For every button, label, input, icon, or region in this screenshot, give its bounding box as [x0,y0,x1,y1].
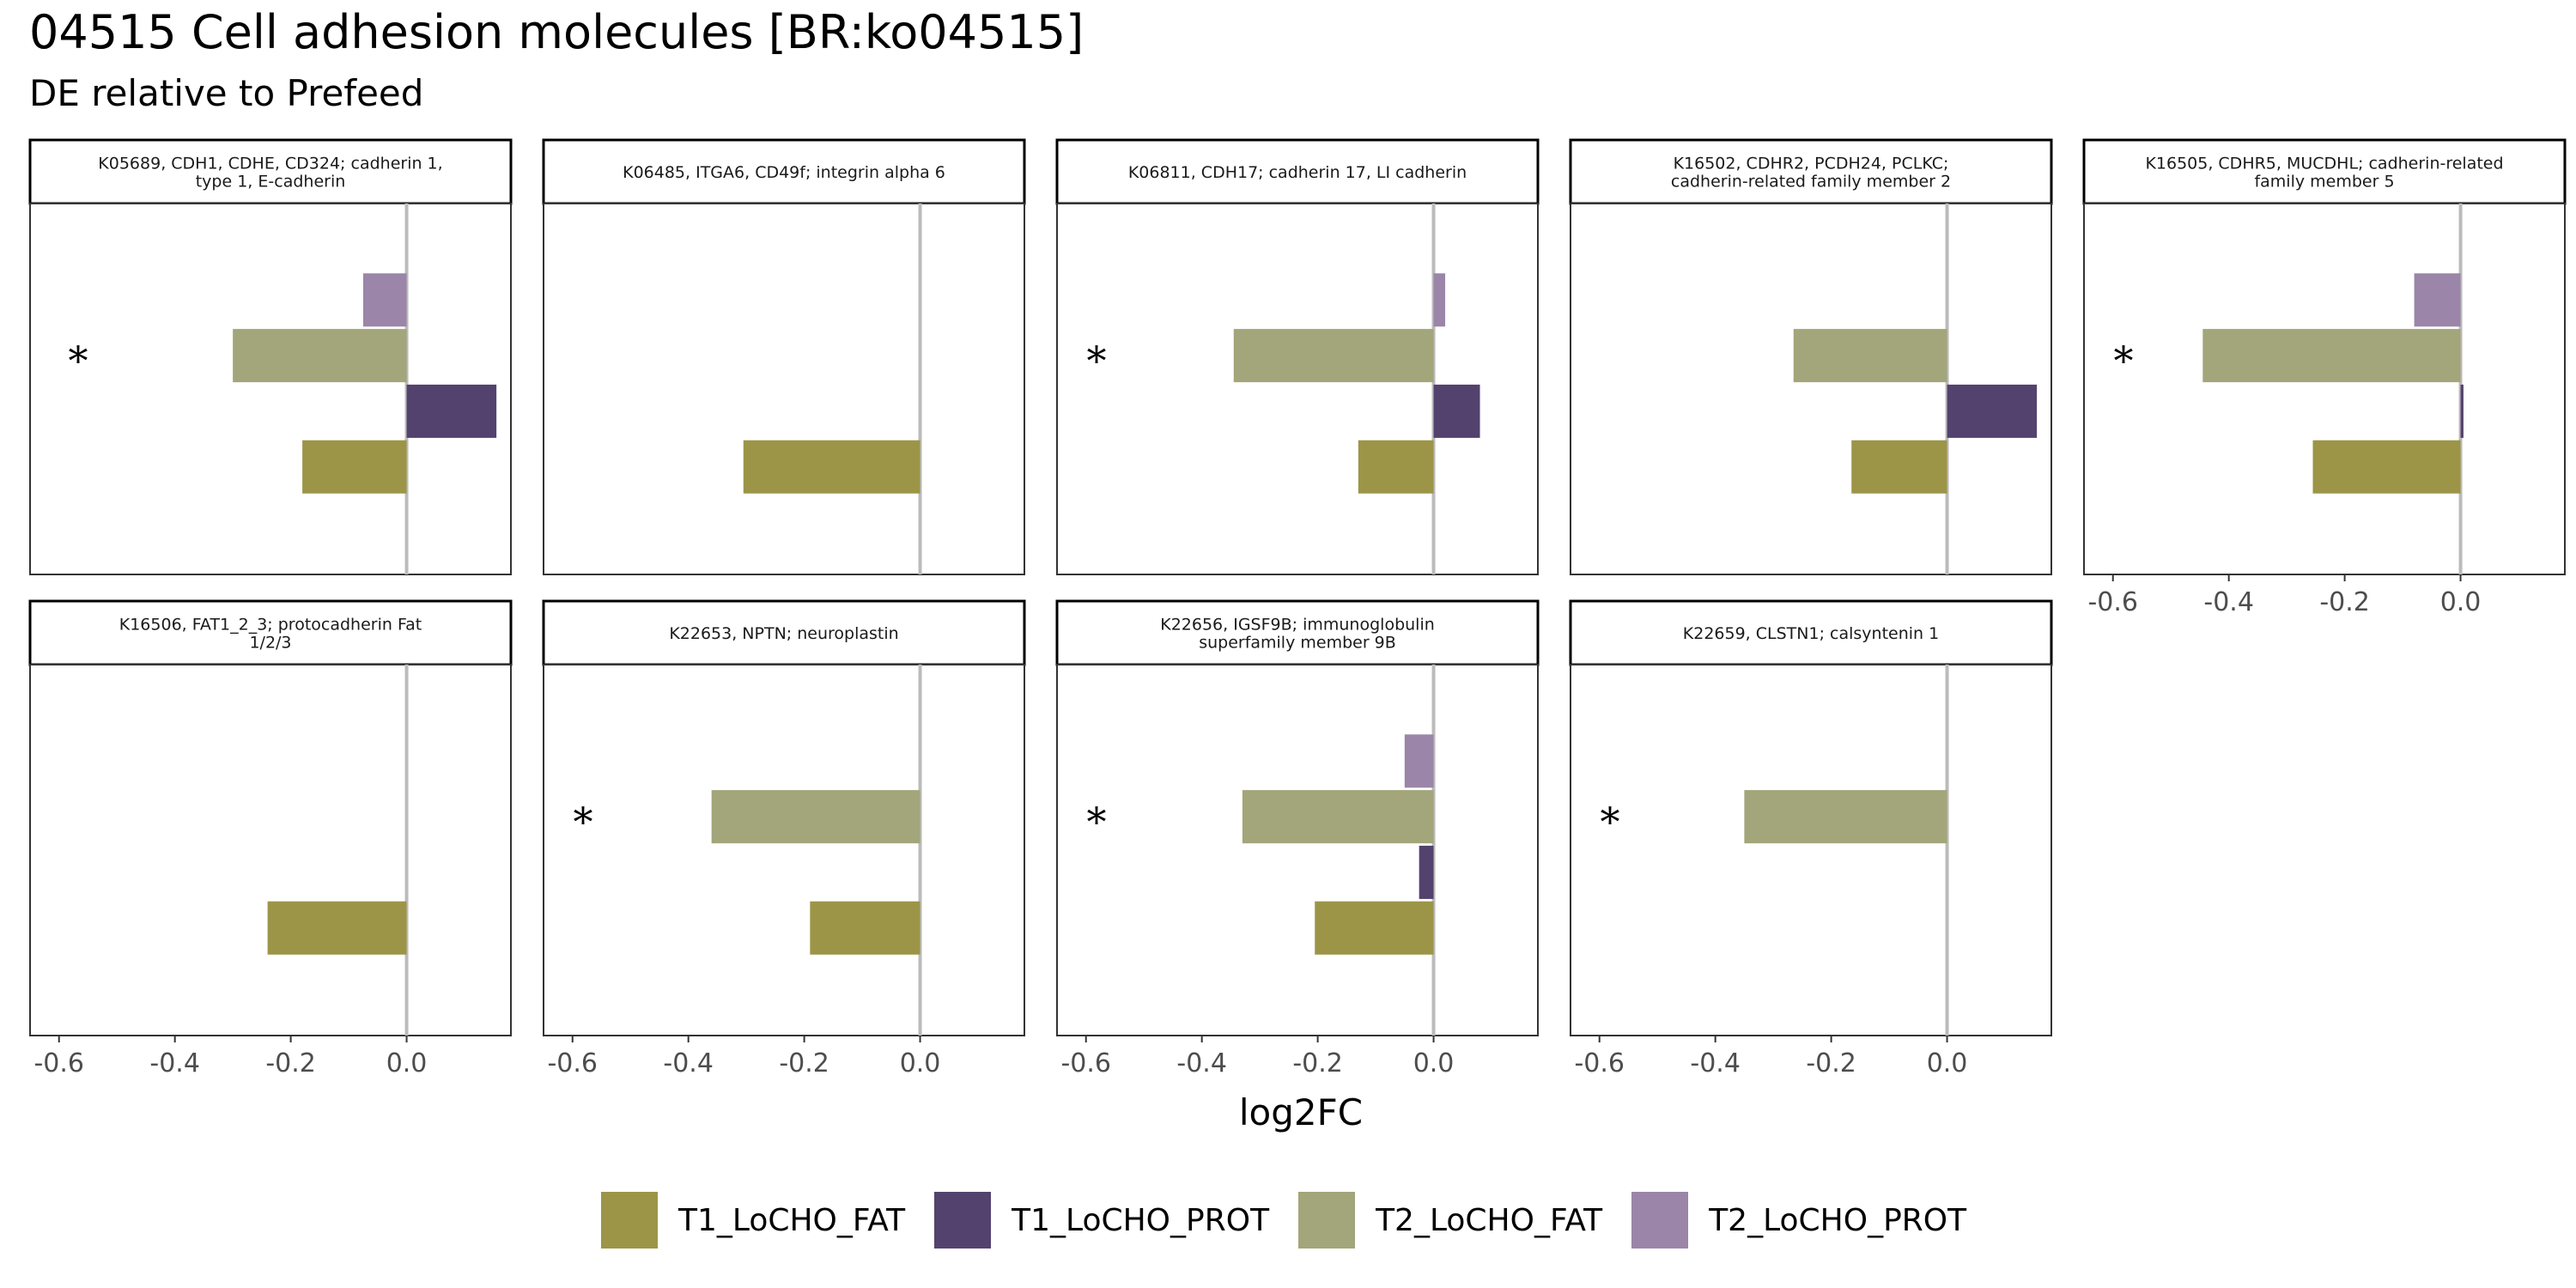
bar-t1-locho-fat [2312,440,2461,494]
chart-subtitle: DE relative to Prefeed [29,72,424,114]
facet-panel [1570,664,2052,1036]
bar-t1-locho-fat [1358,440,1434,494]
facet-panel [29,664,512,1036]
facet-strip-label: cadherin-related family member 2 [1671,173,1951,191]
facet-strip-label: K16506, FAT1_2_3; protocadherin Fat [119,616,422,635]
bar-t2-locho-fat [233,329,407,383]
x-tick-label: 0.0 [1413,1048,1455,1078]
x-tick-label: -0.6 [1574,1048,1625,1078]
legend-item: T1_LoCHO_FAT [601,1192,905,1249]
legend-key-swatch [934,1192,992,1249]
x-tick-label: -0.4 [149,1048,200,1078]
facet-strip-label: K22659, CLSTN1; calsyntenin 1 [1683,624,1939,643]
facet-strip-label: K16502, CDHR2, PCDH24, PCLKC; [1674,155,1949,173]
facet-strip-label: K16505, CDHR5, MUCDHL; cadherin-related [2145,155,2503,173]
bar-t1-locho-fat [1315,901,1434,955]
facet-bar-chart: K05689, CDH1, CDHE, CD324; cadherin 1,ty… [28,138,2567,1133]
bar-t2-locho-fat [1233,329,1434,383]
legend-key-swatch [1298,1192,1356,1249]
facet-strip-label: K22656, IGSF9B; immunoglobulin [1160,616,1435,635]
x-axis-title: log2FC [1239,1091,1363,1133]
facet-strip-label: K06485, ITGA6, CD49f; integrin alpha 6 [623,163,945,182]
bar-t1-locho-prot [406,384,497,438]
bar-t2-locho-fat [1744,790,1947,844]
facet-panel [1056,664,1539,1036]
bar-t1-locho-prot [1419,845,1434,899]
bar-t1-locho-fat [302,440,407,494]
bar-t2-locho-fat [1242,790,1434,844]
facet-strip [28,599,513,666]
bar-t2-locho-prot [362,273,407,327]
x-tick-label: -0.6 [547,1048,598,1078]
significance-marker: * [573,799,592,845]
bar-t1-locho-prot [2460,384,2464,438]
significance-marker: * [1086,799,1106,845]
x-tick-label: -0.4 [2203,587,2254,617]
legend-item: T1_LoCHO_PROT [934,1192,1269,1249]
bar-t2-locho-prot [1404,734,1434,788]
bar-t2-locho-prot [1433,273,1446,327]
facet-strip [1055,138,1540,205]
legend: T1_LoCHO_FAT T1_LoCHO_PROT T2_LoCHO_FAT T2_… [601,1192,1996,1249]
facet-panel [543,203,1025,575]
x-tick-label: 0.0 [1927,1048,1968,1078]
significance-marker: * [68,337,88,384]
x-tick-label: -0.2 [1806,1048,1856,1078]
x-tick-label: -0.2 [265,1048,316,1078]
facet-strip [1569,599,2053,666]
x-tick-label: -0.6 [1060,1048,1111,1078]
x-tick-label: -0.2 [779,1048,829,1078]
legend-label: T2_LoCHO_PROT [1709,1202,1967,1238]
bar-t1-locho-prot [1433,384,1480,438]
legend-key-swatch [1631,1192,1689,1249]
bar-t2-locho-fat [1793,329,1947,383]
bar-t1-locho-fat [267,901,407,955]
facet-panel [543,664,1025,1036]
facet-strip-label: 1/2/3 [249,634,291,653]
bar-t1-locho-prot [1947,384,2038,438]
x-tick-label: 0.0 [2440,587,2482,617]
x-tick-label: -0.6 [2087,587,2138,617]
x-tick-label: -0.6 [33,1048,84,1078]
x-tick-label: -0.4 [1176,1048,1227,1078]
legend-label: T1_LoCHO_PROT [1012,1202,1270,1238]
facet-strip [542,599,1026,666]
legend-key-swatch [601,1192,658,1249]
x-tick-label: -0.2 [1292,1048,1343,1078]
facet-strip-label: superfamily member 9B [1199,634,1396,653]
facet-strip-label: K05689, CDH1, CDHE, CD324; cadherin 1, [98,155,442,173]
bar-t1-locho-fat [810,901,920,955]
chart-title: 04515 Cell adhesion molecules [BR:ko0451… [29,5,1084,59]
x-tick-label: -0.4 [663,1048,714,1078]
legend-item: T2_LoCHO_PROT [1631,1192,1966,1249]
facet-strip-label: K22653, NPTN; neuroplastin [669,624,898,643]
significance-marker: * [2113,337,2133,384]
significance-marker: * [1600,799,1619,845]
bar-t2-locho-fat [711,790,920,844]
bar-t2-locho-prot [2414,273,2461,327]
facet-strip-label: K06811, CDH17; cadherin 17, LI cadherin [1128,163,1467,182]
x-tick-label: 0.0 [900,1048,941,1078]
legend-label: T2_LoCHO_FAT [1376,1202,1603,1238]
bar-t1-locho-fat [1851,440,1947,494]
x-tick-label: 0.0 [386,1048,428,1078]
legend-label: T1_LoCHO_FAT [678,1202,906,1238]
x-tick-label: -0.2 [2319,587,2370,617]
legend-item: T2_LoCHO_FAT [1298,1192,1602,1249]
significance-marker: * [1086,337,1106,384]
facet-strip [542,138,1026,205]
facet-strip-label: family member 5 [2254,173,2394,191]
facet-strip-label: type 1, E-cadherin [196,173,346,191]
x-tick-label: -0.4 [1690,1048,1741,1078]
bar-t2-locho-fat [2202,329,2461,383]
facet-strip [1569,138,2053,205]
facet-panel [2083,203,2566,575]
bar-t1-locho-fat [743,440,920,494]
